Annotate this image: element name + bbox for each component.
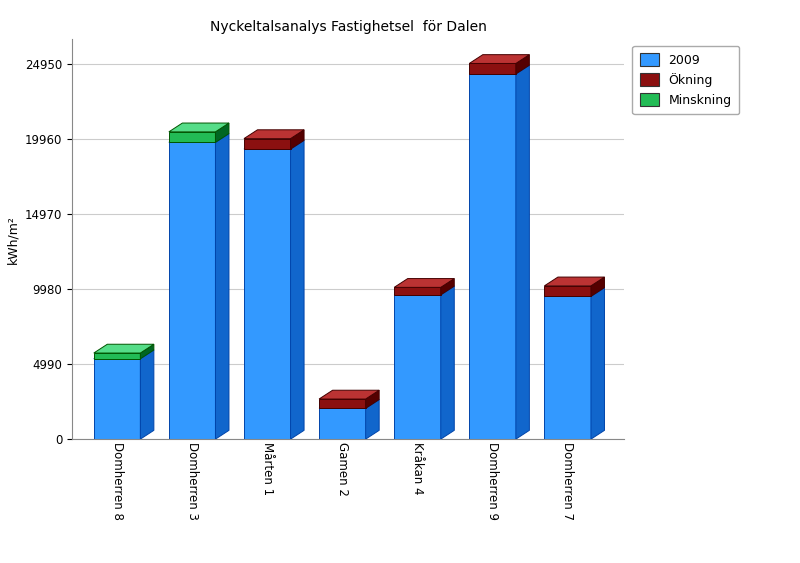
Polygon shape	[94, 350, 154, 359]
Polygon shape	[394, 287, 441, 295]
Polygon shape	[470, 55, 530, 64]
Polygon shape	[441, 279, 454, 295]
Polygon shape	[470, 65, 530, 74]
Polygon shape	[169, 132, 215, 142]
Polygon shape	[441, 286, 454, 439]
Polygon shape	[591, 277, 605, 296]
Polygon shape	[169, 133, 229, 142]
Polygon shape	[544, 296, 591, 439]
Polygon shape	[591, 288, 605, 439]
Polygon shape	[94, 359, 140, 439]
Polygon shape	[394, 286, 454, 295]
Polygon shape	[244, 130, 304, 138]
Polygon shape	[516, 55, 530, 74]
Polygon shape	[244, 149, 290, 439]
Polygon shape	[319, 400, 379, 408]
Polygon shape	[319, 408, 366, 439]
Polygon shape	[140, 344, 154, 359]
Polygon shape	[94, 344, 154, 353]
Polygon shape	[290, 140, 304, 439]
Polygon shape	[544, 288, 605, 296]
Polygon shape	[140, 350, 154, 439]
Polygon shape	[290, 130, 304, 149]
Polygon shape	[94, 353, 140, 359]
Polygon shape	[244, 140, 304, 149]
Polygon shape	[244, 138, 290, 149]
Polygon shape	[470, 64, 516, 74]
Polygon shape	[516, 65, 530, 439]
Polygon shape	[366, 400, 379, 439]
Polygon shape	[169, 142, 215, 439]
Polygon shape	[394, 279, 454, 287]
Polygon shape	[366, 390, 379, 408]
Polygon shape	[319, 399, 366, 408]
Polygon shape	[544, 277, 605, 286]
Polygon shape	[169, 123, 229, 132]
Polygon shape	[544, 286, 591, 296]
Polygon shape	[394, 295, 441, 439]
Legend: 2009, Ökning, Minskning: 2009, Ökning, Minskning	[632, 46, 739, 114]
Polygon shape	[215, 123, 229, 142]
Polygon shape	[215, 133, 229, 439]
Title: Nyckeltalsanalys Fastighetsel  för Dalen: Nyckeltalsanalys Fastighetsel för Dalen	[210, 20, 486, 34]
Polygon shape	[470, 74, 516, 439]
Polygon shape	[319, 390, 379, 399]
Y-axis label: kWh/m²: kWh/m²	[6, 215, 19, 263]
